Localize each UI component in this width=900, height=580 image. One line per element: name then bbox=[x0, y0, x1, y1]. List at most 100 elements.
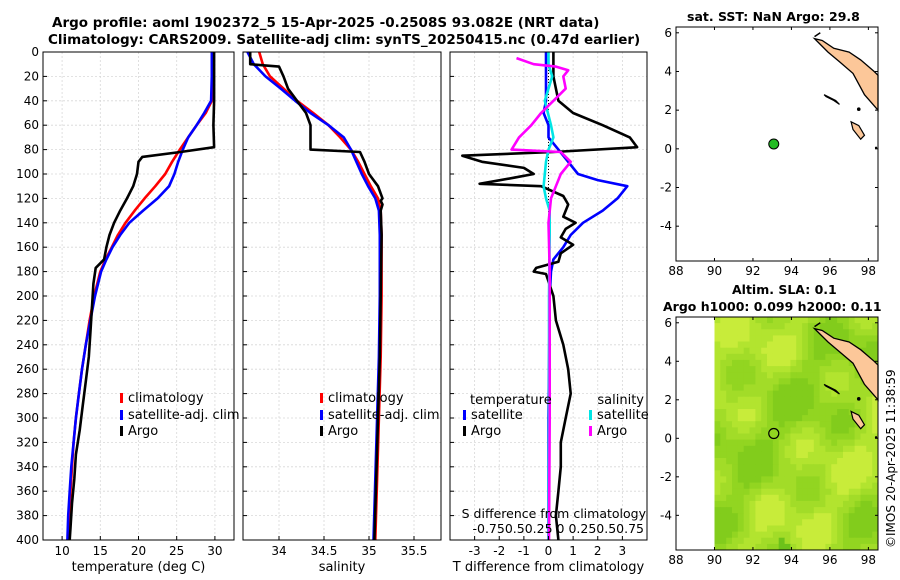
sla-heatmap-cell bbox=[831, 439, 838, 447]
sla-heatmap-cell bbox=[749, 353, 756, 361]
sla-heatmap-cell bbox=[837, 525, 844, 533]
sla-heatmap-cell bbox=[813, 317, 821, 324]
sla-heatmap-cell bbox=[772, 372, 780, 379]
sla-heatmap-cell bbox=[772, 476, 780, 483]
sla-heatmap-cell bbox=[860, 470, 867, 477]
sla-heatmap-cell bbox=[737, 317, 745, 324]
sla-heatmap-cell bbox=[755, 390, 762, 398]
sla-heatmap-cell bbox=[714, 421, 721, 428]
sla-heatmap-cell bbox=[813, 451, 821, 459]
sla-heatmap-cell bbox=[796, 390, 803, 398]
sla-heatmap-cell bbox=[825, 317, 832, 324]
sla-heatmap-cell bbox=[854, 427, 861, 434]
differences-xtick-label: 3 bbox=[619, 544, 627, 558]
sla-heatmap-cell bbox=[831, 519, 838, 526]
argo-location-marker bbox=[768, 138, 780, 150]
sla-heatmap-cell bbox=[726, 372, 733, 379]
sla-heatmap-cell bbox=[784, 402, 791, 410]
sla-heatmap-cell bbox=[743, 531, 750, 539]
sla-heatmap-cell bbox=[772, 353, 780, 361]
sla-heatmap-cell bbox=[831, 359, 838, 367]
sla-heatmap-cell bbox=[854, 458, 861, 465]
sla-heatmap-cell bbox=[813, 415, 821, 422]
series-t-argo bbox=[460, 52, 639, 541]
sla-heatmap-cell bbox=[761, 396, 768, 404]
sla-heatmap-cell bbox=[761, 323, 768, 330]
sla-heatmap-cell bbox=[872, 402, 879, 410]
sla-heatmap-cell bbox=[819, 402, 826, 410]
sla-heatmap-cell bbox=[720, 372, 727, 379]
sla-heatmap-cell bbox=[761, 525, 768, 533]
sla-heatmap-cell bbox=[761, 415, 768, 422]
differences-xtick-label: 0 bbox=[545, 544, 553, 558]
sla-heatmap-cell bbox=[802, 402, 809, 410]
sla-heatmap-cell bbox=[778, 476, 785, 483]
sla-heatmap-cell bbox=[813, 439, 821, 447]
temperature-xtick-label: 20 bbox=[131, 544, 146, 558]
depth-tick-label: 360 bbox=[16, 484, 39, 498]
sla-heatmap-cell bbox=[778, 396, 785, 404]
sla-heatmap-cell bbox=[866, 347, 873, 355]
sla-heatmap-cell bbox=[807, 317, 815, 324]
sla-heatmap-cell bbox=[807, 537, 815, 545]
sla-heatmap-cell bbox=[807, 464, 815, 471]
sla-heatmap-cell bbox=[737, 494, 745, 502]
sla-heatmap-cell bbox=[784, 537, 791, 545]
sla-heatmap-cell bbox=[720, 525, 727, 533]
sla-heatmap-cell bbox=[749, 439, 756, 447]
sla-heatmap-cell bbox=[866, 323, 873, 330]
sla-heatmap-cell bbox=[866, 531, 873, 539]
sla-heatmap-cell bbox=[784, 464, 791, 471]
sla-heatmap-cell bbox=[743, 433, 750, 441]
sla-heatmap-cell bbox=[743, 470, 750, 477]
legend-label: satellite-adj. clim bbox=[328, 408, 440, 423]
legend-swatch-t-satellite bbox=[463, 410, 466, 420]
sla-heatmap-cell bbox=[714, 519, 721, 526]
series-t-satellite bbox=[542, 52, 629, 540]
sla-heatmap-cell bbox=[743, 329, 750, 336]
sla-heatmap-cell bbox=[854, 519, 861, 526]
legend-label: satellite bbox=[471, 408, 523, 423]
sla-heatmap-cell bbox=[854, 335, 861, 342]
sla-heatmap-cell bbox=[819, 500, 826, 508]
sst_map-frame bbox=[675, 26, 879, 262]
sla-heatmap-cell bbox=[737, 537, 745, 545]
sla-heatmap-cell bbox=[767, 359, 774, 367]
sla-heatmap-cell bbox=[726, 409, 733, 416]
sla-heatmap-cell bbox=[778, 347, 785, 355]
legend-swatch-s-satellite bbox=[589, 410, 592, 420]
sla-heatmap-cell bbox=[737, 323, 745, 330]
legend-label: climatology bbox=[328, 391, 404, 406]
sla-heatmap-cell bbox=[749, 519, 756, 526]
sla-heatmap-cell bbox=[796, 402, 803, 410]
sla-heatmap-cell bbox=[784, 445, 791, 453]
sla-heatmap-cell bbox=[732, 433, 739, 441]
sla-heatmap-cell bbox=[843, 482, 850, 490]
sla-heatmap-cell bbox=[854, 537, 861, 545]
sla-heatmap-cell bbox=[854, 402, 861, 410]
sla-heatmap-cell bbox=[755, 384, 762, 391]
sla-heatmap-cell bbox=[772, 329, 780, 336]
sla-heatmap-cell bbox=[831, 402, 838, 410]
sla-heatmap-cell bbox=[737, 335, 745, 342]
sla-heatmap-cell bbox=[843, 409, 850, 416]
depth-tick-label: 160 bbox=[16, 240, 39, 254]
sla-heatmap-cell bbox=[866, 543, 873, 551]
sla-heatmap-cell bbox=[737, 372, 745, 379]
sla-heatmap-cell bbox=[720, 353, 727, 361]
sla-heatmap-cell bbox=[819, 415, 826, 422]
sla-heatmap-cell bbox=[743, 476, 750, 483]
sla-heatmap-cell bbox=[726, 378, 733, 385]
sla-heatmap-cell bbox=[796, 378, 803, 385]
legend-label: Argo bbox=[471, 424, 501, 439]
small-island bbox=[856, 107, 861, 111]
sla-heatmap-cell bbox=[778, 421, 785, 428]
sla-heatmap-cell bbox=[831, 378, 838, 385]
sla-heatmap-cell bbox=[790, 451, 797, 459]
sla-heatmap-cell bbox=[772, 470, 780, 477]
sla-heatmap-cell bbox=[825, 451, 832, 459]
sla-heatmap-cell bbox=[860, 507, 867, 514]
sla-heatmap-cell bbox=[831, 543, 838, 551]
sla_map-xtick-label: 98 bbox=[861, 553, 876, 567]
sla-heatmap-cell bbox=[778, 359, 785, 367]
